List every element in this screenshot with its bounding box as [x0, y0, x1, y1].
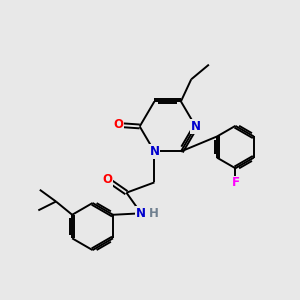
Text: N: N — [136, 207, 146, 220]
Text: N: N — [190, 120, 201, 133]
Text: O: O — [113, 118, 124, 131]
Text: H: H — [148, 207, 158, 220]
Text: O: O — [102, 173, 112, 186]
Text: N: N — [149, 145, 159, 158]
Text: F: F — [231, 176, 239, 190]
